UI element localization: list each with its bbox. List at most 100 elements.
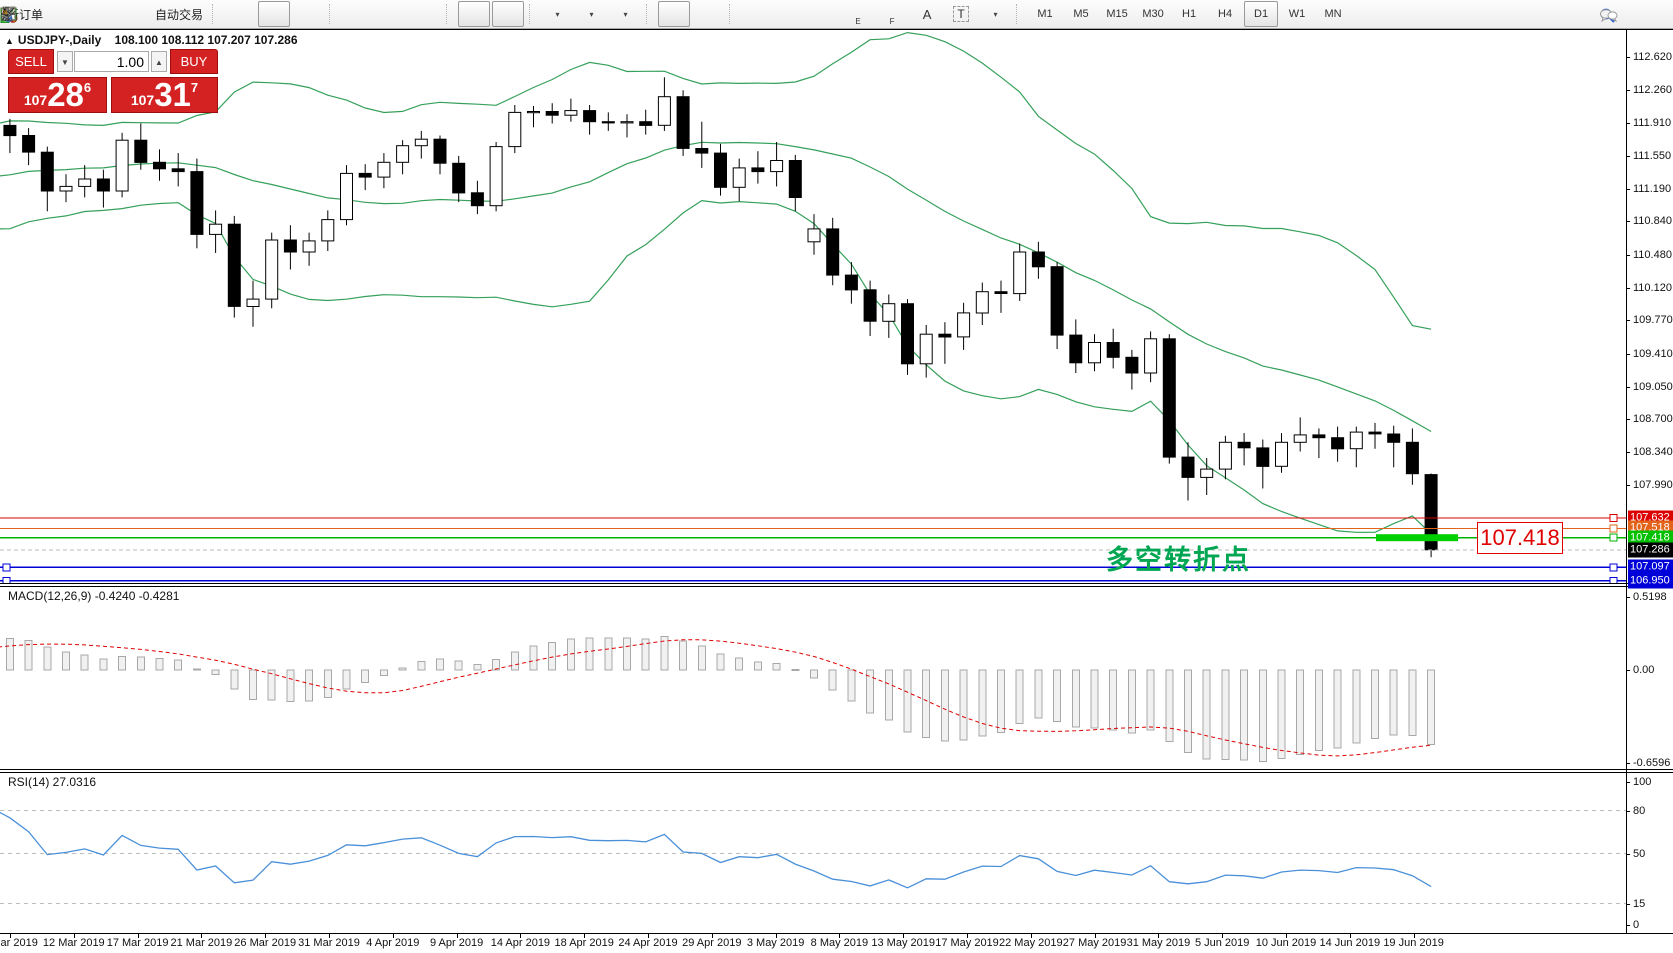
macd-histogram-bar (24, 640, 33, 671)
zoom-in-button[interactable] (1, 1, 373, 27)
timeframe-button-m30[interactable]: M30 (1142, 8, 1164, 20)
templates-button[interactable]: ▾ (1, 1, 641, 27)
date-tick (1030, 934, 1032, 938)
annotation-text[interactable]: 多空转折点 (1106, 545, 1251, 575)
macd-histogram-bar (80, 654, 89, 671)
sell-price-handle: 107 (23, 92, 48, 108)
macd-histogram-bar (884, 669, 893, 721)
candle-body (1069, 334, 1083, 364)
ohlc-values: 108.100 108.112 107.207 107.286 (114, 33, 298, 47)
indicators-button[interactable]: ▾ (0, 1, 573, 27)
chart-shift-button[interactable] (1, 1, 525, 27)
line-handle[interactable] (2, 576, 11, 583)
macd-histogram-bar (174, 659, 183, 671)
vertical-line-button[interactable] (5, 1, 773, 27)
text-label-button[interactable]: T (945, 1, 977, 27)
text-icon: A (922, 6, 932, 22)
volume-decrease-button[interactable]: ▼ (57, 51, 73, 72)
toolbar-right (1599, 2, 1667, 28)
rsi-canvas[interactable] (0, 773, 1626, 933)
timeframe-button-m15[interactable]: M15 (1106, 8, 1128, 20)
timeframe-button-w1[interactable]: W1 (1288, 8, 1306, 20)
sell-price[interactable]: 107 28 6 (8, 77, 107, 113)
line-chart-button[interactable] (1, 1, 324, 27)
horizontal-line-button[interactable] (1, 1, 807, 27)
zoom-out-button[interactable] (1, 1, 407, 27)
candle-body (807, 228, 821, 243)
line-handle[interactable] (1609, 576, 1618, 583)
channel-glyph: E (855, 17, 861, 26)
periods-button[interactable]: ▾ (1, 1, 607, 27)
line-handle[interactable] (1609, 513, 1618, 522)
chat-button[interactable] (1600, 2, 1666, 28)
arrows-button[interactable]: ▾ (2, 1, 1011, 27)
timeframe-button-mn[interactable]: MN (1324, 8, 1342, 20)
tile-windows-button[interactable] (0, 1, 441, 27)
timeframe-button-m5[interactable]: M5 (1073, 8, 1089, 20)
price-axis-label: 108.340 (1633, 446, 1673, 459)
text-button[interactable]: A (911, 1, 943, 27)
rsi-axis-label: 0 (1633, 919, 1640, 931)
date-tick (1413, 934, 1415, 938)
axis-tick (1626, 853, 1630, 855)
timeframe-button-m1[interactable]: M1 (1037, 8, 1053, 20)
axis-tick (1626, 90, 1630, 92)
fibonacci-button[interactable]: F (2, 1, 909, 27)
candle-body (1050, 266, 1064, 336)
axis-tick (1626, 221, 1630, 223)
price-callout-label[interactable]: 107.418 (1477, 522, 1563, 554)
channel-button[interactable]: E (0, 1, 875, 27)
date-tick (967, 934, 968, 938)
alerts-button[interactable] (1, 1, 149, 27)
trendline-button[interactable] (1, 1, 841, 27)
candle-body (377, 161, 391, 178)
date-axis-label: 4 Apr 2019 (366, 937, 420, 949)
candle-body (452, 162, 466, 194)
candle-body (1312, 434, 1326, 439)
macd-histogram-bar (716, 653, 725, 671)
auto-scroll-button[interactable] (1, 1, 491, 27)
macd-histogram-bar (1015, 669, 1024, 725)
candle-body (919, 333, 933, 365)
sell-button[interactable]: SELL (8, 49, 54, 74)
line-handle[interactable] (1609, 533, 1618, 542)
toolbar-separator (529, 4, 536, 24)
cursor-button[interactable] (3, 1, 691, 27)
collapse-icon[interactable]: ▲ (5, 36, 14, 46)
volume-input[interactable] (74, 51, 149, 72)
crosshair-button[interactable] (1, 1, 724, 27)
macd-histogram-bar (1146, 669, 1155, 731)
volume-increase-button[interactable]: ▲ (151, 51, 167, 72)
timeframe-button-h4[interactable]: H4 (1218, 8, 1233, 20)
candle-body (695, 148, 709, 154)
line-handle[interactable] (2, 563, 11, 572)
candle-body (994, 291, 1008, 295)
line-handle[interactable] (1609, 524, 1618, 533)
line-handle[interactable] (1609, 563, 1618, 572)
date-tick (137, 934, 139, 938)
date-tick (711, 934, 713, 938)
one-click-trading-panel: SELL ▼ ▲ BUY 107 28 6 107 31 7 (8, 49, 218, 113)
buy-button[interactable]: BUY (170, 49, 218, 74)
timeframe-button-h1[interactable]: H1 (1182, 8, 1197, 20)
buy-price[interactable]: 107 31 7 (111, 77, 218, 113)
main-chart-canvas[interactable] (0, 30, 1626, 583)
bar-chart-button[interactable] (2, 1, 256, 27)
autotrading-button[interactable]: 自动交易 (1, 1, 207, 27)
toolbar-separator (729, 4, 736, 24)
profiles-button[interactable] (1, 1, 115, 27)
new-chart-button[interactable] (2, 1, 81, 27)
candle-body (22, 135, 36, 153)
timeframe-button-d1[interactable]: D1 (1244, 1, 1279, 27)
macd-histogram-bar (361, 669, 370, 684)
candlestick-chart-button[interactable] (2, 1, 291, 27)
candle-body (770, 160, 784, 173)
macd-histogram-bar (155, 657, 164, 671)
candle-body (1387, 433, 1401, 443)
highlight-segment[interactable] (1376, 534, 1458, 542)
pane-splitter[interactable] (0, 583, 1673, 587)
macd-canvas[interactable] (0, 587, 1626, 769)
date-tick (839, 934, 841, 938)
pane-splitter[interactable] (0, 769, 1673, 773)
